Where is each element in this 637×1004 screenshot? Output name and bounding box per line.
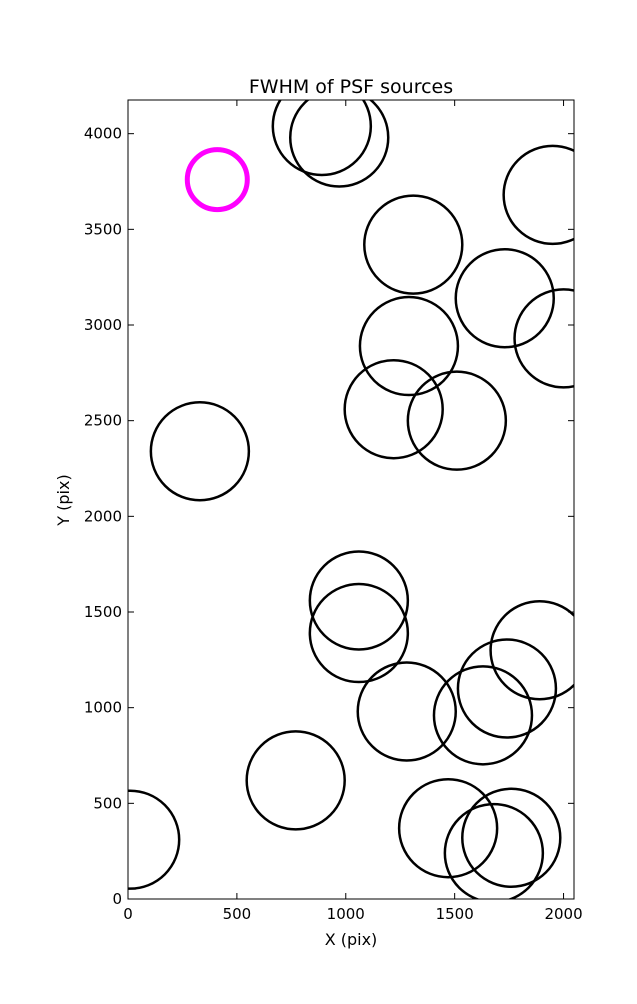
- highlight-circle: [184, 147, 250, 213]
- x-tick-label: 1000: [327, 905, 365, 923]
- source-circle-20: [461, 787, 562, 889]
- source-circle-12: [308, 582, 410, 684]
- source-circle-14: [456, 638, 558, 739]
- source-circle-8: [343, 358, 444, 460]
- source-circle-10: [149, 401, 251, 502]
- source-circle-13: [489, 600, 574, 701]
- chart-title: FWHM of PSF sources: [249, 76, 453, 98]
- source-circle-5: [454, 247, 555, 349]
- source-circle-17: [245, 730, 346, 831]
- plot-marks: [128, 100, 574, 899]
- source-circle-7: [358, 295, 460, 397]
- source-circle-1: [271, 100, 373, 177]
- source-circle-21: [443, 802, 545, 899]
- source-circle-11: [308, 550, 410, 651]
- x-tick-label: 0: [123, 905, 133, 923]
- source-circle-18: [128, 789, 181, 890]
- source-circle-4: [363, 194, 464, 295]
- y-tick-label: 1500: [84, 603, 122, 621]
- source-circle-9: [406, 370, 508, 471]
- y-tick-label: 3000: [84, 316, 122, 334]
- y-tick-label: 2000: [84, 507, 122, 525]
- plot-frame: [127, 99, 575, 900]
- x-axis-label: X (pix): [325, 930, 378, 949]
- source-circle-3: [502, 144, 574, 246]
- source-circle-2: [289, 100, 390, 188]
- y-axis-label: Y (pix): [54, 474, 73, 526]
- axis-ticks: 0 500 1000 1500 2000 0 500 1000 1500 2000 2500 3000…: [84, 100, 583, 923]
- y-tick-label: 3500: [84, 220, 122, 238]
- y-tick-label: 500: [93, 794, 122, 812]
- x-tick-label: 500: [223, 905, 252, 923]
- y-tick-label: 0: [112, 890, 122, 908]
- y-tick-label: 2500: [84, 412, 122, 430]
- x-tick-label: 2000: [544, 905, 582, 923]
- y-tick-label: 1000: [84, 699, 122, 717]
- source-circle-16: [356, 661, 457, 762]
- source-circle-19: [397, 777, 499, 879]
- x-tick-label: 1500: [436, 905, 474, 923]
- source-circle-6: [513, 288, 574, 389]
- source-circle-15: [432, 665, 534, 766]
- y-tick-label: 4000: [84, 125, 122, 143]
